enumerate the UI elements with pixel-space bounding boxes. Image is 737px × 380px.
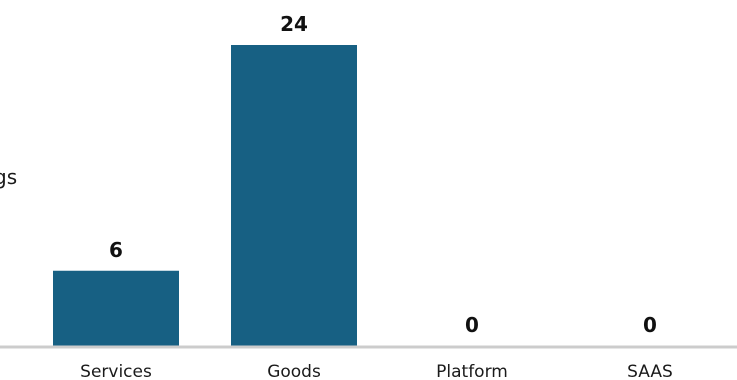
x-tick-label-goods: Goods (267, 362, 321, 380)
bar-goods (231, 45, 357, 346)
data-label-services: 6 (109, 238, 123, 262)
data-labels-group: 6 24 0 0 (109, 12, 657, 337)
y-axis-label: gs (0, 165, 17, 189)
x-tick-label-platform: Platform (436, 362, 508, 380)
data-label-platform: 0 (465, 313, 479, 337)
data-label-goods: 24 (280, 12, 308, 36)
x-tick-labels-group: Services Goods Platform SAAS (80, 362, 673, 380)
x-tick-label-saas: SAAS (627, 362, 673, 380)
bars-group (53, 45, 357, 346)
bar-services (53, 270, 179, 346)
x-tick-label-services: Services (80, 362, 152, 380)
data-label-saas: 0 (643, 313, 657, 337)
